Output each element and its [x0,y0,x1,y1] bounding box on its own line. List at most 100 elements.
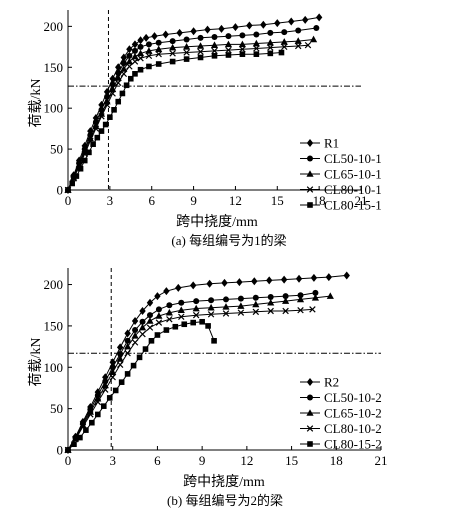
panel-b-plot: 0 3 6 9 12 15 18 21 0 50 100 150 200 R2CL50-10-2CL65-… [44,268,388,468]
panel-a-x-tick-label: 3 [107,193,114,208]
panel-a-data-point [103,101,111,109]
panel-b-x-tick-label: 12 [240,453,253,468]
panel-b-x-tick-label: 3 [109,453,116,468]
panel-a-ylabel: 荷载/kN [28,79,44,128]
panel-b-data-point [251,277,258,286]
panel-b-data-point [163,327,170,333]
panel-b-legend-marker [306,425,314,432]
panel-b-data-point [297,306,304,314]
panel-a-data-point [169,43,177,51]
panel-b-data-point [222,303,230,310]
panel-b-legend-label: R2 [324,375,339,390]
panel-a-data-point [81,157,88,164]
panel-b-data-point [192,304,200,312]
panel-b-data-point [79,421,87,428]
panel-b-data-point [325,273,333,282]
panel-a-legend-label: CL80-15-1 [324,198,382,213]
panel-b-legend-item: CL65-10-2 [300,406,382,421]
panel-b-data-point [132,327,139,334]
panel-a-data-point [155,45,163,53]
panel-a-data-point [115,98,122,105]
panel-a-data-point [155,50,162,58]
panel-b-data-point [155,319,163,326]
panel-a-legend-item: CL80-10-1 [300,182,382,197]
panel-b-data-point [106,395,113,401]
panel-b-legend-marker [306,378,314,386]
panel-b-data-point [100,403,107,409]
panel-b-data-point [237,302,245,309]
panel-b-x-tick-label: 15 [285,453,298,468]
panel-b-data-point [252,308,260,316]
panel-a-data-point [120,53,128,62]
panel-b-data-point [116,355,124,362]
panel-b-x-tick-label: 0 [65,453,72,468]
panel-b-data-point [124,337,131,344]
panel-a-legend-marker [306,139,314,147]
panel-b-data-point [131,332,139,339]
panel-b-y-tick-label: 50 [50,401,63,416]
panel-a-data-point [309,35,318,43]
panel-a-data-point [211,34,218,40]
panel-a-data-point [182,43,191,50]
panel-b-data-point [175,283,182,292]
panel-a-data-point [107,114,113,120]
panel-b-data-point [205,323,211,329]
panel-a-data-point [196,42,205,49]
panel-a-data-point [304,41,312,49]
panel-a-data-point [131,58,139,65]
panel-a-legend-label: R1 [324,136,339,151]
panel-a-legend-marker [307,155,313,162]
panel-b-legend-item: CL50-10-2 [300,390,382,405]
panel-b-data-point [155,306,162,313]
panel-a-x-tick-label: 0 [65,193,72,208]
panel-a-data-point [294,37,302,44]
panel-a-data-point [137,66,144,73]
panel-b-caption: (b) 每组编号为2的梁 [167,493,283,508]
panel-a-plot: 0 3 6 9 12 15 18 21 0 50 100 150 200 R1CL50-10-1CL65-… [44,10,382,213]
panel-a-data-point [301,15,309,24]
panel-b-data-point [222,310,230,317]
panel-a-data-point [313,25,320,31]
panel-b-data-point [131,316,139,325]
panel-a-data-point [197,54,204,61]
panel-b-data-point [146,324,154,331]
panel-b-data-point [124,371,131,377]
panel-b-data-point [139,330,146,338]
panel-a-data-point [123,82,130,89]
panel-a-data-point [90,141,96,147]
panel-a-data-point [98,113,105,120]
panel-a-data-point [315,13,323,22]
panel-b-series-1 [64,271,350,454]
panel-a-data-point [253,45,260,52]
panel-a-data-point [224,40,233,48]
panel-b-data-point [124,342,132,350]
panel-a-data-point [169,50,176,57]
panel-a-data-point [267,50,274,57]
panel-b-data-point [94,398,102,406]
panel-a-data-point [131,40,139,49]
panel-a-data-point [162,30,169,39]
panel-a-data-point [77,165,84,172]
panel-b-data-point [206,279,213,288]
panel-b-y-tick-label: 150 [44,318,64,333]
panel-b-data-point [295,274,303,283]
panel-a-legend-item: CL80-15-1 [300,198,382,213]
panel-a-data-point [295,27,302,34]
panel-b-data-point [154,332,161,338]
panel-a-data-point [137,36,144,45]
panel-b-xlabel: 跨中挠度/mm [183,474,265,490]
panel-b-data-point [267,298,275,306]
panel-b-data-point [124,349,131,357]
panel-b-data-point [83,427,89,433]
panel-a-data-point [136,49,145,57]
panel-a-data-point [225,33,232,40]
panel-a-data-point [210,41,219,48]
panel-b-data-point [109,373,116,381]
panel-b-data-point [95,411,101,418]
panel-a-legend-label: CL65-10-1 [324,167,382,182]
panel-a-data-point [246,21,253,30]
panel-b-data-point [102,386,109,393]
panel-a-data-point [197,48,204,55]
panel-b-data-point [77,434,83,441]
